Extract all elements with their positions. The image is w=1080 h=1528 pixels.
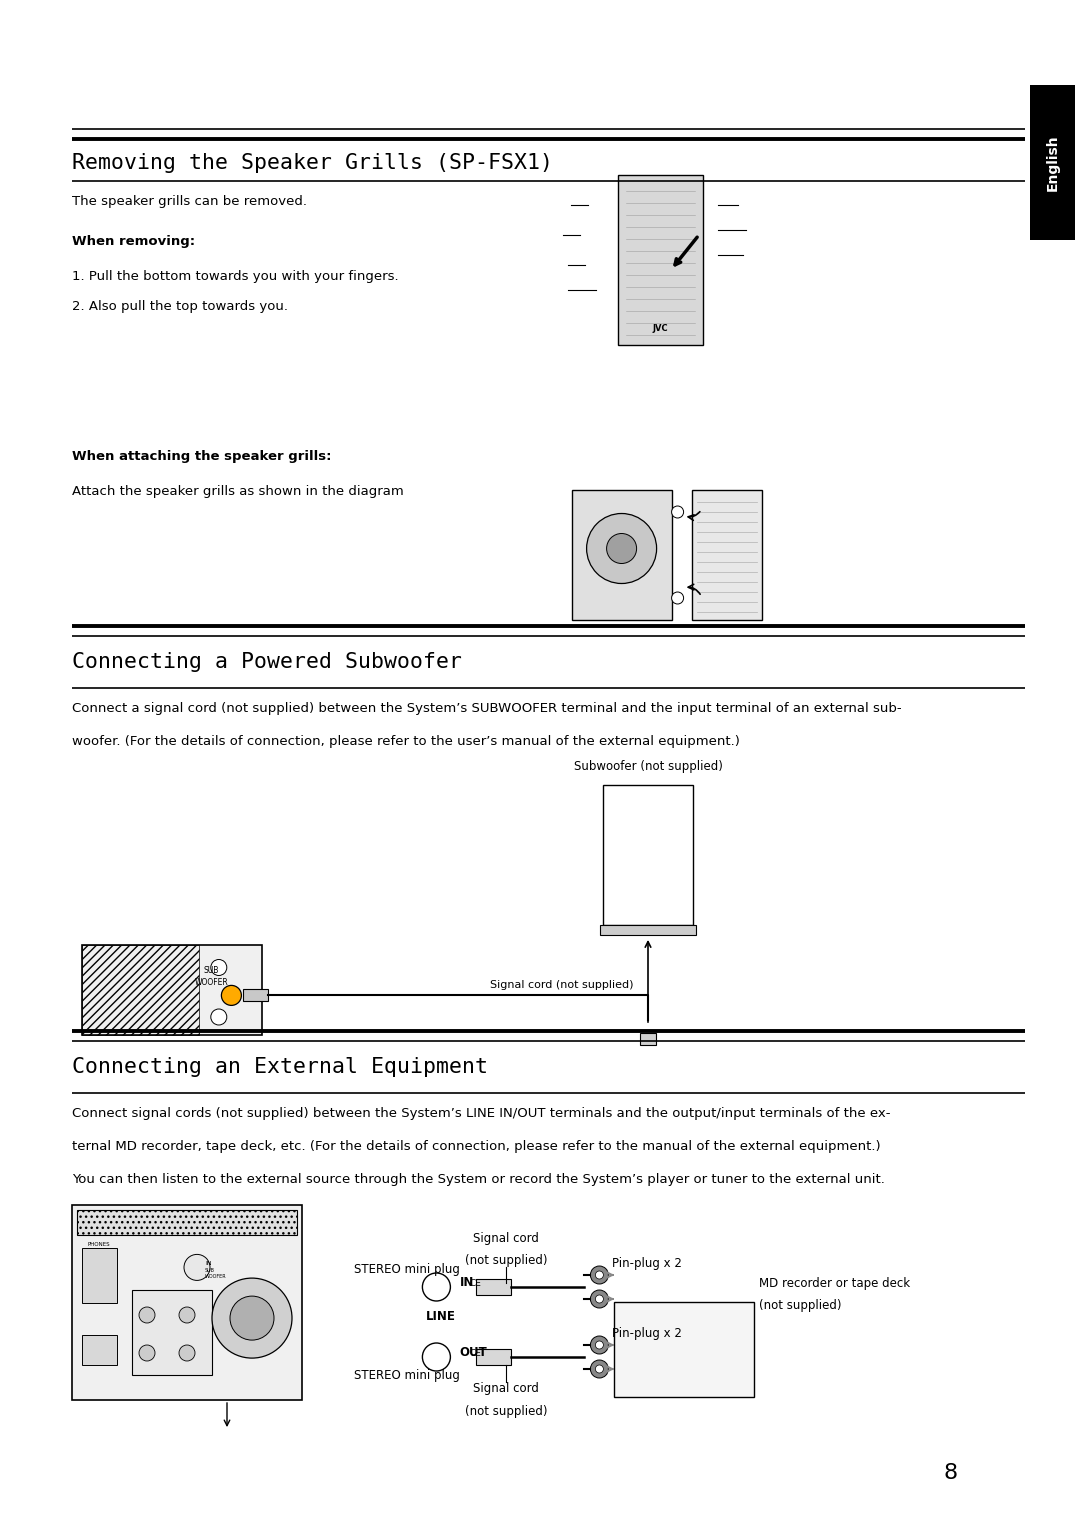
Circle shape xyxy=(672,591,684,604)
Circle shape xyxy=(221,986,242,1005)
Bar xyxy=(571,490,672,620)
Text: When attaching the speaker grills:: When attaching the speaker grills: xyxy=(72,451,332,463)
Bar xyxy=(72,1206,302,1400)
Text: LINE: LINE xyxy=(426,1311,456,1323)
Text: IN: IN xyxy=(205,1261,212,1265)
Circle shape xyxy=(591,1360,608,1378)
Text: 8: 8 xyxy=(943,1462,958,1484)
Text: OUT: OUT xyxy=(459,1346,487,1360)
Bar xyxy=(691,490,761,620)
Text: CE: CE xyxy=(470,1279,482,1288)
Circle shape xyxy=(595,1296,604,1303)
Text: SUB: SUB xyxy=(204,966,219,975)
Text: Signal cord (not supplied): Signal cord (not supplied) xyxy=(489,979,633,990)
Bar xyxy=(82,1335,117,1365)
Circle shape xyxy=(422,1343,450,1371)
Text: woofer. (For the details of connection, please refer to the user’s manual of the: woofer. (For the details of connection, … xyxy=(72,735,740,749)
Text: PHONES: PHONES xyxy=(87,1241,110,1247)
Text: WOOFER: WOOFER xyxy=(194,978,229,987)
Circle shape xyxy=(230,1296,274,1340)
Bar xyxy=(243,990,269,1001)
Text: Pin-plug x 2: Pin-plug x 2 xyxy=(612,1256,683,1270)
Circle shape xyxy=(212,1277,292,1358)
Text: Connecting an External Equipment: Connecting an External Equipment xyxy=(72,1057,488,1077)
Circle shape xyxy=(607,533,636,564)
Circle shape xyxy=(672,506,684,518)
Text: English: English xyxy=(1045,134,1059,191)
Circle shape xyxy=(211,1008,227,1025)
Text: (not supplied): (not supplied) xyxy=(465,1406,548,1418)
Text: (not supplied): (not supplied) xyxy=(759,1299,842,1311)
Text: You can then listen to the external source through the System or record the Syst: You can then listen to the external sour… xyxy=(72,1174,885,1186)
Text: Subwoofer (not supplied): Subwoofer (not supplied) xyxy=(573,759,723,773)
Bar xyxy=(600,924,696,935)
Text: JVC: JVC xyxy=(653,324,669,333)
Circle shape xyxy=(179,1345,195,1361)
Text: 1. Pull the bottom towards you with your fingers.: 1. Pull the bottom towards you with your… xyxy=(72,270,399,283)
Text: Connecting a Powered Subwoofer: Connecting a Powered Subwoofer xyxy=(72,652,462,672)
Circle shape xyxy=(591,1335,608,1354)
Bar xyxy=(82,944,199,1034)
Text: 2. Also pull the top towards you.: 2. Also pull the top towards you. xyxy=(72,299,288,313)
Bar xyxy=(476,1349,512,1365)
Text: Attach the speaker grills as shown in the diagram: Attach the speaker grills as shown in th… xyxy=(72,484,404,498)
Text: STEREO mini plug: STEREO mini plug xyxy=(353,1262,459,1276)
Bar xyxy=(1030,86,1075,240)
Bar xyxy=(82,944,262,1034)
Text: Signal cord: Signal cord xyxy=(473,1232,539,1245)
Circle shape xyxy=(586,513,657,584)
Text: MD recorder or tape deck: MD recorder or tape deck xyxy=(759,1276,910,1290)
Circle shape xyxy=(211,960,227,975)
Circle shape xyxy=(139,1306,156,1323)
Text: CE: CE xyxy=(470,1349,482,1357)
Circle shape xyxy=(595,1342,604,1349)
Circle shape xyxy=(422,1273,450,1300)
Bar xyxy=(476,1279,512,1296)
Text: SUB
WOOFER: SUB WOOFER xyxy=(205,1268,227,1279)
Text: Connect signal cords (not supplied) between the System’s LINE IN/OUT terminals a: Connect signal cords (not supplied) betw… xyxy=(72,1106,891,1120)
Text: ternal MD recorder, tape deck, etc. (For the details of connection, please refer: ternal MD recorder, tape deck, etc. (For… xyxy=(72,1140,880,1154)
Text: (not supplied): (not supplied) xyxy=(465,1254,548,1267)
Text: When removing:: When removing: xyxy=(72,235,195,248)
Bar xyxy=(82,1247,117,1302)
Circle shape xyxy=(591,1267,608,1284)
Bar xyxy=(618,176,703,345)
Bar xyxy=(615,1302,755,1397)
Bar xyxy=(640,1033,656,1045)
Text: IN: IN xyxy=(459,1276,474,1290)
Bar xyxy=(132,1290,212,1375)
Text: Signal cord: Signal cord xyxy=(473,1381,539,1395)
Circle shape xyxy=(179,1306,195,1323)
Circle shape xyxy=(591,1290,608,1308)
Text: STEREO mini plug: STEREO mini plug xyxy=(353,1369,459,1381)
Bar xyxy=(603,785,693,924)
Text: Connect a signal cord (not supplied) between the System’s SUBWOOFER terminal and: Connect a signal cord (not supplied) bet… xyxy=(72,701,902,715)
Circle shape xyxy=(595,1365,604,1374)
Circle shape xyxy=(139,1345,156,1361)
Text: The speaker grills can be removed.: The speaker grills can be removed. xyxy=(72,196,307,208)
Bar xyxy=(77,1210,297,1235)
Text: Pin-plug x 2: Pin-plug x 2 xyxy=(612,1326,683,1340)
Text: Removing the Speaker Grills (SP-FSX1): Removing the Speaker Grills (SP-FSX1) xyxy=(72,153,553,173)
Circle shape xyxy=(184,1254,210,1280)
Circle shape xyxy=(595,1271,604,1279)
